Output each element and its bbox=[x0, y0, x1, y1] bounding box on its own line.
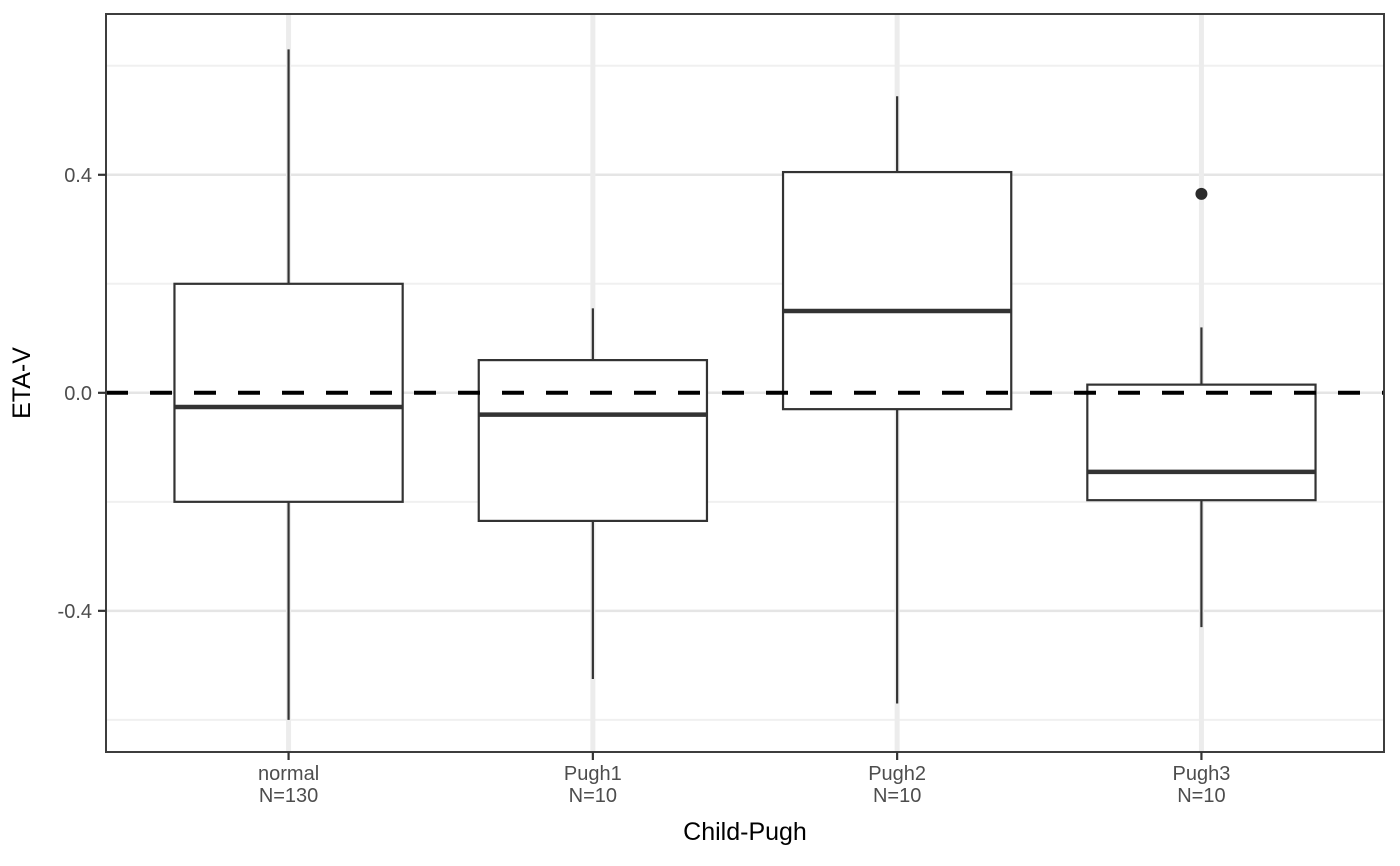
x-tick-label: Pugh1 bbox=[564, 763, 622, 785]
x-tick-sublabel: N=10 bbox=[873, 785, 921, 807]
outlier-point-Pugh3 bbox=[1195, 187, 1208, 200]
x-tick-label: Pugh2 bbox=[868, 763, 926, 785]
y-axis-title: ETA-V bbox=[8, 347, 36, 419]
x-tick-label: Pugh3 bbox=[1173, 763, 1231, 785]
chart-generated-layer: 0.40.0-0.4normalN=130Pugh1N=10Pugh2N=10P… bbox=[58, 13, 1385, 807]
x-tick-sublabel: N=10 bbox=[1177, 785, 1225, 807]
y-tick-label: 0.0 bbox=[64, 383, 92, 405]
panel-border bbox=[105, 13, 1385, 753]
y-tick-label: 0.4 bbox=[64, 165, 92, 187]
x-tick-sublabel: N=10 bbox=[569, 785, 617, 807]
x-tick-sublabel: N=130 bbox=[259, 785, 319, 807]
x-axis-title: Child-Pugh bbox=[683, 818, 807, 846]
box-Pugh2 bbox=[781, 170, 1013, 411]
x-tick-label: normal bbox=[258, 763, 319, 785]
box-Pugh1 bbox=[477, 359, 709, 522]
box-Pugh3 bbox=[1086, 383, 1317, 502]
y-tick-label: -0.4 bbox=[58, 601, 92, 623]
